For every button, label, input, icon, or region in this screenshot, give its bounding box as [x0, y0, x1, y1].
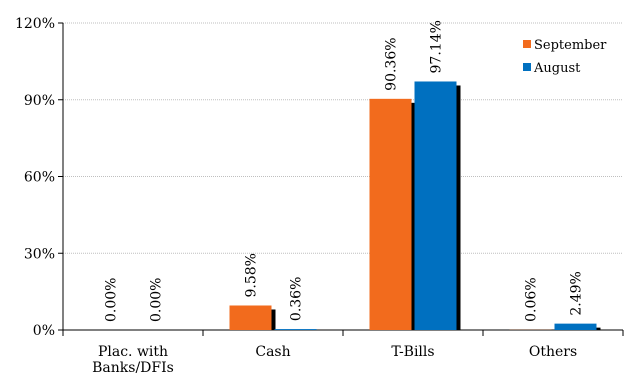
bar-august	[414, 81, 457, 331]
bars	[229, 81, 601, 331]
y-tick-label: 30%	[24, 246, 55, 262]
bar-september	[229, 305, 272, 330]
x-tick-label: Banks/DFIs	[92, 360, 174, 376]
data-labels: 0.00% 0.00% 9.58% 0.36% 90.36% 97.14% 0.06% 2.4…	[104, 20, 585, 322]
y-tick-label: 90%	[24, 93, 55, 109]
x-tick-label: Others	[529, 344, 577, 360]
gridlines	[63, 22, 623, 254]
y-tick-label: 0%	[33, 323, 55, 339]
data-label: 97.14%	[429, 20, 445, 73]
y-tick-label: 60%	[24, 170, 55, 186]
y-tick-label: 120%	[15, 16, 55, 32]
x-tick-label: Cash	[255, 344, 290, 360]
x-tick-label: T-Bills	[391, 344, 434, 360]
bar-september	[369, 98, 412, 330]
legend-swatch	[523, 63, 531, 71]
data-label: 0.06%	[524, 277, 540, 321]
data-label: 90.36%	[384, 37, 400, 90]
data-label: 0.36%	[289, 277, 305, 321]
x-tick-label: Plac. with	[98, 344, 168, 360]
bar-august	[554, 323, 597, 330]
legend-swatch	[523, 40, 531, 48]
data-label: 0.00%	[149, 278, 165, 322]
legend-label: August	[533, 61, 581, 76]
data-label: 0.00%	[104, 278, 120, 322]
bar-august	[274, 329, 317, 330]
legend: September August	[523, 38, 607, 76]
legend-label: September	[534, 38, 607, 53]
data-label: 2.49%	[569, 271, 585, 315]
y-axis-ticks: 0% 30% 60% 90% 120%	[15, 16, 63, 339]
data-label: 9.58%	[244, 253, 260, 297]
